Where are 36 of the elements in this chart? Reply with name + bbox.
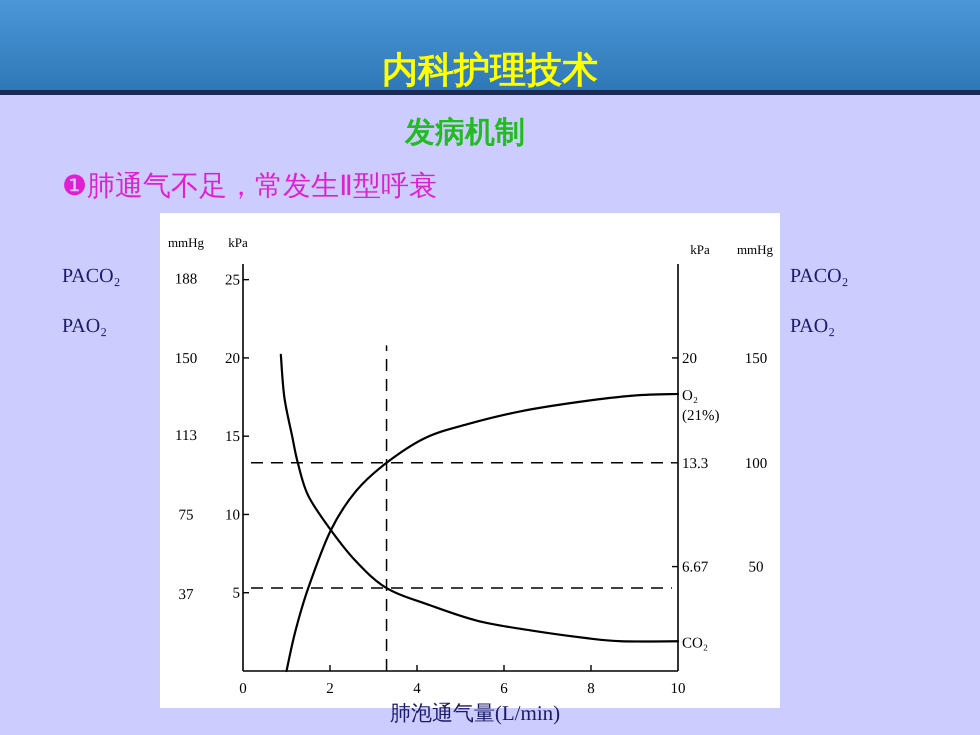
text: PAO₂ — [62, 315, 108, 337]
y3-tick-label: 75 — [178, 507, 194, 524]
x-tick-label: 10 — [670, 681, 686, 697]
x-axis-title: 肺泡通气量(L/min) — [390, 701, 560, 725]
y2-tick-label: 13.3 — [682, 456, 708, 472]
text: 50 — [748, 560, 764, 576]
series-label: CO₂ — [682, 635, 708, 652]
y3-tick-label: 150 — [174, 350, 198, 367]
y3-tick-label: 113 — [175, 428, 197, 444]
y3-axis-title: mmHg — [168, 235, 205, 250]
y2-tick-label: 6.67 — [682, 560, 709, 576]
y3-tick-label: 188 — [174, 272, 198, 288]
y-axis-title: kPa — [228, 235, 248, 250]
text: 150 — [744, 350, 768, 367]
x-tick-label: 0 — [239, 681, 247, 697]
y-tick-label: 20 — [225, 350, 240, 367]
y3-tick-label: 37 — [178, 586, 194, 603]
chart-title: 内科护理技术 — [382, 49, 598, 90]
x-tick-label: 4 — [413, 681, 422, 697]
series-label: O₂ (21%) — [682, 388, 720, 424]
text: PACO₂ — [790, 265, 848, 287]
y2-axis-title: kPa — [690, 242, 710, 257]
y2-tick-label: 20 — [682, 350, 697, 367]
chart-subtitle: 发病机制 — [404, 116, 525, 149]
text: 100 — [744, 456, 768, 472]
text: PACO₂ — [62, 265, 120, 287]
y-tick-label: 10 — [225, 507, 240, 524]
y-tick-label: 5 — [232, 586, 240, 602]
y-tick-label: 25 — [225, 272, 240, 289]
x-tick-label: 8 — [587, 681, 595, 697]
text: PAO₂ — [790, 315, 836, 337]
x-tick-label: 2 — [326, 681, 334, 697]
text: ❶肺通气不足，常发生Ⅱ型呼衰 — [62, 170, 437, 201]
x-tick-label: 6 — [500, 681, 508, 697]
y-tick-label: 15 — [225, 429, 240, 446]
text: mmHg — [736, 242, 774, 257]
